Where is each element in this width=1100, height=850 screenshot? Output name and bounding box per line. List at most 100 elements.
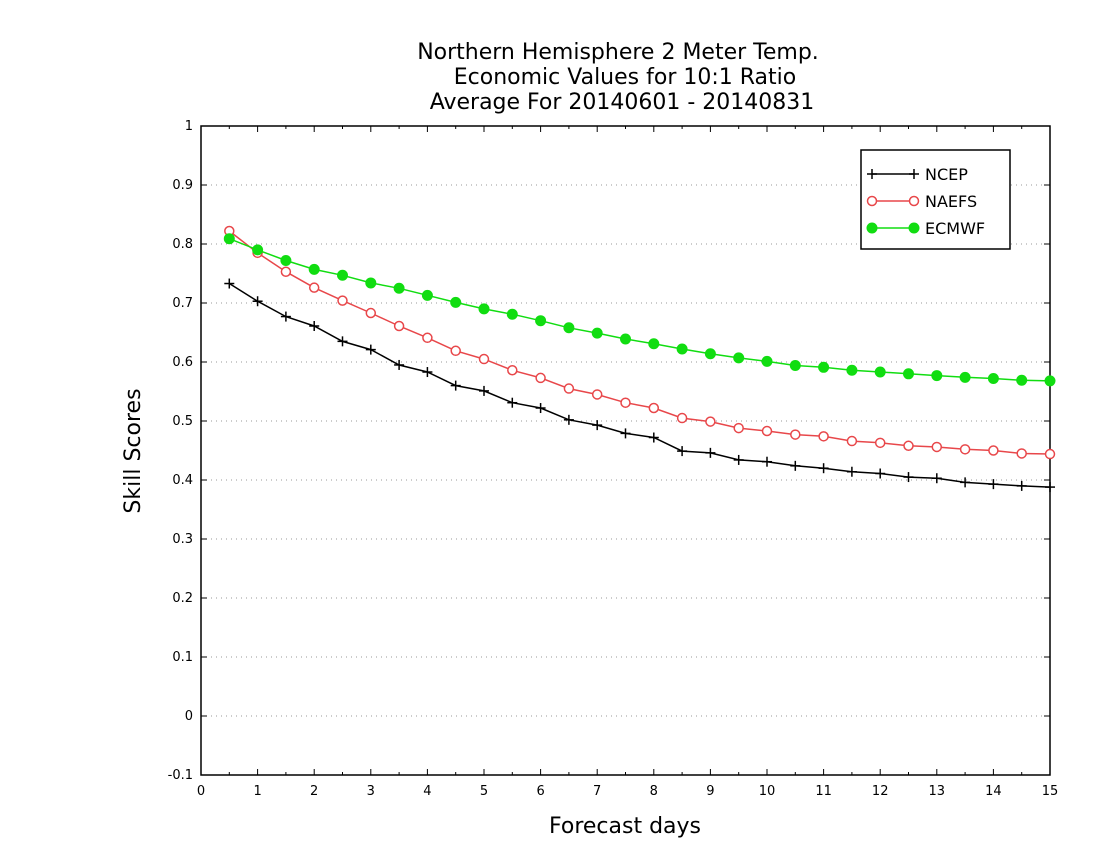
data-point-naefs xyxy=(450,345,461,357)
data-point-ncep xyxy=(903,472,914,483)
data-point-ecmwf xyxy=(280,255,292,267)
data-point-naefs xyxy=(1016,448,1027,459)
y-tick-label: 0.4 xyxy=(172,473,193,488)
data-point-naefs xyxy=(761,425,773,437)
data-point-ncep xyxy=(733,454,744,465)
x-tick-label: 1 xyxy=(253,784,261,799)
x-tick-label: 7 xyxy=(593,784,601,799)
data-point-ncep xyxy=(337,336,348,347)
data-point-naefs xyxy=(903,440,914,452)
data-point-ecmwf xyxy=(1016,374,1028,386)
y-tick-label: 1 xyxy=(185,119,193,134)
legend-marker-naefs xyxy=(908,195,920,207)
data-point-naefs xyxy=(591,389,603,400)
data-point-naefs xyxy=(422,332,433,344)
legend-label-naefs: NAEFS xyxy=(925,192,977,211)
legend-marker-ncep xyxy=(909,169,919,179)
data-point-naefs xyxy=(365,307,377,319)
data-point-ecmwf xyxy=(676,343,688,355)
data-point-ncep xyxy=(818,463,829,474)
y-tick-label: 0.8 xyxy=(172,237,193,252)
y-axis-ticks: -0.1 0 0.1 0.2 0.3 0.4 0.5 0.6 0.7 0.8 0.9 1 xyxy=(168,119,1050,783)
data-point-ncep xyxy=(479,385,489,396)
data-point-naefs xyxy=(676,412,688,424)
y-axis-label: Skill Scores xyxy=(121,388,146,513)
y-tick-label: 0.1 xyxy=(172,650,193,665)
data-point-ncep xyxy=(450,380,461,391)
data-point-ncep xyxy=(365,344,376,355)
data-point-ecmwf xyxy=(478,303,490,315)
x-tick-label: 9 xyxy=(706,784,714,799)
series-naefs xyxy=(224,225,1056,460)
data-point-ecmwf xyxy=(308,263,320,275)
x-tick-label: 6 xyxy=(536,784,544,799)
data-point-ncep xyxy=(1045,482,1055,493)
data-point-ncep xyxy=(960,477,971,488)
data-point-ncep xyxy=(931,473,942,484)
data-point-ecmwf xyxy=(761,355,773,367)
data-point-ecmwf xyxy=(874,366,886,378)
data-point-ncep xyxy=(592,420,603,431)
data-point-naefs xyxy=(959,444,971,455)
data-point-ecmwf xyxy=(931,370,943,382)
data-point-ncep xyxy=(224,278,235,289)
data-point-ncep xyxy=(309,321,320,332)
data-point-ncep xyxy=(535,403,546,414)
data-point-ncep xyxy=(875,468,886,479)
x-tick-label: 2 xyxy=(310,784,318,799)
data-point-ncep xyxy=(648,432,659,443)
x-tick-label: 13 xyxy=(929,784,946,799)
data-point-ecmwf xyxy=(223,233,235,245)
data-point-naefs xyxy=(931,441,943,453)
data-point-ecmwf xyxy=(252,244,264,256)
data-point-ecmwf xyxy=(535,315,547,327)
data-point-ecmwf xyxy=(1044,375,1056,387)
data-point-ncep xyxy=(988,479,999,490)
gridlines xyxy=(201,184,1050,717)
data-point-naefs xyxy=(874,437,886,449)
data-point-ecmwf xyxy=(903,368,914,380)
legend-marker-ecmwf xyxy=(908,222,920,234)
x-tick-label: 10 xyxy=(759,784,776,799)
series-ecmwf xyxy=(223,233,1056,387)
data-point-ecmwf xyxy=(337,269,348,281)
legend-box xyxy=(860,149,1011,250)
title-line-3: Average For 20140601 - 20140831 xyxy=(430,90,815,115)
data-point-ncep xyxy=(705,447,716,458)
data-point-naefs xyxy=(393,320,405,332)
legend-marker-ecmwf xyxy=(866,222,878,234)
data-point-naefs xyxy=(620,397,631,408)
legend: NCEP NAEFS ECMWF xyxy=(860,149,1011,250)
data-point-naefs xyxy=(648,402,660,414)
legend-label-ncep: NCEP xyxy=(925,165,968,184)
data-point-naefs xyxy=(337,295,348,306)
data-point-ncep xyxy=(762,456,772,467)
data-point-ecmwf xyxy=(987,373,999,385)
x-tick-label: 15 xyxy=(1042,784,1059,799)
series-layer xyxy=(223,225,1056,493)
legend-marker-naefs xyxy=(866,195,878,207)
series-line-ecmwf xyxy=(229,238,1051,382)
y-tick-label: 0.7 xyxy=(172,296,193,311)
data-point-naefs xyxy=(1044,448,1056,460)
legend-marker-ncep xyxy=(867,169,877,179)
x-tick-label: 4 xyxy=(423,784,431,799)
data-point-ncep xyxy=(252,296,263,307)
y-tick-label: -0.1 xyxy=(168,768,193,783)
x-axis-label: Forecast days xyxy=(549,814,701,839)
data-point-ecmwf xyxy=(421,289,433,301)
y-tick-label: 0.3 xyxy=(172,532,193,547)
data-point-ncep xyxy=(846,466,857,477)
data-point-naefs xyxy=(790,429,801,440)
data-point-naefs xyxy=(507,365,518,376)
data-point-ecmwf xyxy=(620,333,631,345)
data-point-ecmwf xyxy=(959,371,971,383)
data-point-ecmwf xyxy=(563,322,575,334)
data-point-naefs xyxy=(535,372,546,384)
title-line-1: Northern Hemisphere 2 Meter Temp. xyxy=(417,40,819,65)
data-point-naefs xyxy=(280,266,292,277)
x-tick-label: 8 xyxy=(650,784,658,799)
data-point-ncep xyxy=(507,397,518,408)
x-axis-ticks: 0 1 2 3 4 5 6 7 8 9 10 11 12 13 14 15 xyxy=(197,126,1058,799)
data-point-ncep xyxy=(620,428,631,439)
